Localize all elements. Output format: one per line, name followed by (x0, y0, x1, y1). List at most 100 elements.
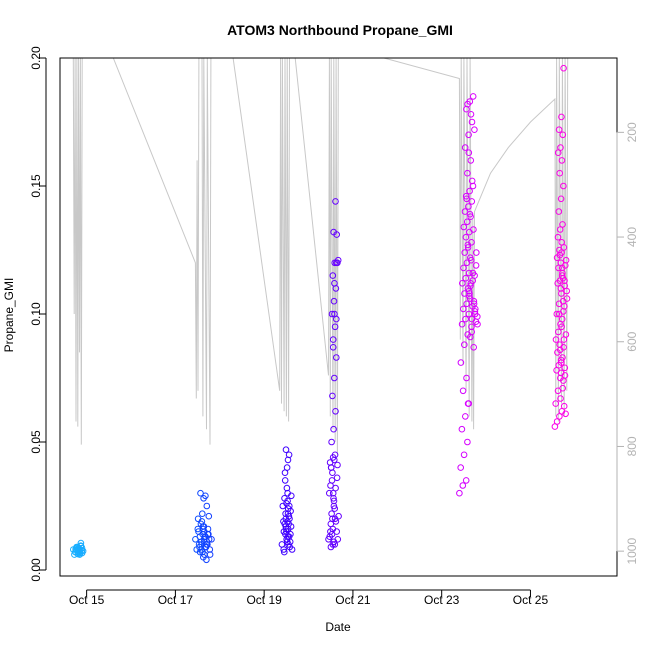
data-point (280, 546, 288, 553)
x-tick-label: Oct 15 (69, 593, 105, 607)
data-point (199, 510, 206, 518)
data-point (562, 256, 570, 264)
data-point (560, 244, 568, 251)
data-point (460, 451, 468, 459)
right-tick-label: 600 (625, 331, 639, 351)
data-point (463, 218, 471, 226)
data-point (332, 518, 340, 525)
data-point (559, 384, 567, 392)
data-point (556, 413, 563, 420)
data-point (558, 359, 565, 366)
data-point (327, 464, 335, 471)
data-point (284, 518, 291, 525)
data-point (206, 546, 214, 553)
data-point (557, 144, 564, 151)
data-point (471, 126, 478, 133)
data-point (562, 331, 570, 338)
data-point (328, 310, 336, 318)
data-point (335, 512, 342, 520)
x-tick-label: Oct 17 (158, 593, 194, 607)
data-point (555, 328, 562, 336)
data-point (326, 489, 333, 497)
data-point (331, 541, 339, 548)
data-point (463, 195, 470, 203)
data-point (331, 310, 338, 318)
data-point (459, 387, 467, 395)
data-point (468, 198, 476, 205)
data-point (555, 208, 563, 215)
data-point (329, 489, 337, 497)
data-point (466, 292, 473, 300)
x-tick-label: Oct 19 (246, 593, 282, 607)
data-point (559, 221, 566, 228)
data-point (199, 548, 206, 556)
data-point (467, 282, 474, 290)
data-point (331, 505, 339, 512)
data-point (288, 546, 296, 553)
data-point (281, 477, 289, 484)
data-point (465, 310, 473, 318)
data-point (463, 300, 471, 308)
data-point (469, 269, 477, 277)
data-point (560, 402, 568, 410)
data-point (330, 297, 338, 305)
x-axis-label: Date (325, 620, 351, 634)
y-axis-label: Propane_GMI (2, 278, 16, 353)
data-point (329, 336, 337, 343)
data-point (205, 512, 213, 520)
data-point (466, 210, 474, 218)
y-tick-label: 0.15 (29, 174, 43, 198)
background-line-layer (72, 57, 569, 455)
data-point (557, 395, 564, 402)
data-point (331, 374, 338, 382)
data-point (287, 523, 295, 530)
data-point (208, 536, 215, 543)
data-point (332, 198, 339, 205)
data-point (330, 497, 338, 505)
data-point (203, 541, 210, 548)
x-tick-label: Oct 21 (335, 593, 371, 607)
data-point (466, 290, 473, 297)
data-point (470, 297, 478, 305)
data-point (203, 556, 210, 564)
data-point (332, 484, 339, 492)
data-point (456, 489, 463, 497)
data-point (197, 489, 204, 497)
data-point (280, 518, 287, 525)
data-point (464, 169, 471, 177)
y-tick-label: 0.00 (29, 558, 43, 582)
data-point (281, 548, 288, 556)
data-point (461, 144, 469, 151)
right-tick-label: 800 (625, 436, 639, 456)
data-point (333, 528, 341, 535)
data-point (469, 93, 477, 100)
y-tick-label: 0.05 (29, 430, 43, 454)
data-point (472, 305, 479, 313)
x-tick-label: Oct 25 (513, 593, 549, 607)
data-point (460, 264, 467, 272)
data-point (461, 249, 469, 256)
data-point (76, 546, 84, 553)
data-point (563, 295, 571, 302)
data-point (560, 64, 567, 72)
data-point (467, 256, 475, 264)
data-point (560, 182, 567, 190)
data-point (561, 372, 569, 379)
data-point (204, 525, 212, 533)
data-point (472, 262, 480, 269)
data-point (330, 425, 337, 433)
data-point (331, 451, 339, 459)
data-point (195, 541, 203, 548)
data-point (77, 539, 85, 547)
right-tick-label: 1000 (625, 538, 639, 565)
data-point (462, 192, 470, 200)
data-point (462, 315, 469, 323)
data-point (461, 208, 469, 215)
data-point (467, 280, 475, 287)
data-point (284, 456, 292, 464)
data-point (459, 482, 467, 489)
data-point (285, 533, 293, 541)
background-line (72, 57, 569, 455)
data-point (286, 502, 293, 510)
